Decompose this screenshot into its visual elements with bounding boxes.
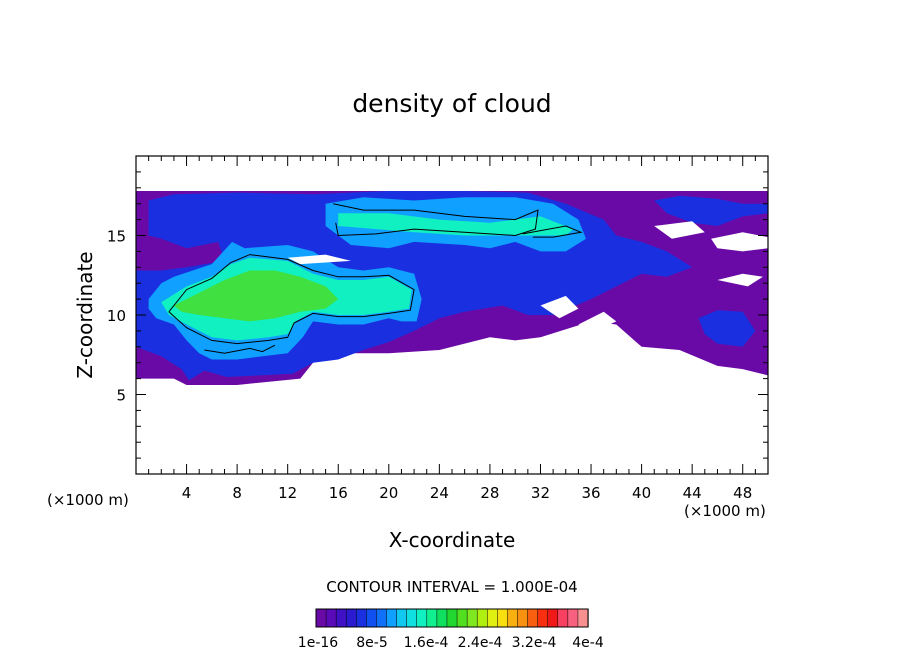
x-tick-label: 12 <box>278 484 297 502</box>
colorbar-swatch <box>426 608 438 628</box>
colorbar-swatch <box>406 608 418 628</box>
clear-gap-0 <box>287 254 351 265</box>
colorbar-tick-label: 2.4e-4 <box>458 635 503 651</box>
contour-line-1 <box>333 203 539 237</box>
y-tick-label: 10 <box>107 307 126 325</box>
contour-line-3 <box>204 344 276 354</box>
x-tick-label: 20 <box>379 484 398 502</box>
y-tick-label: 15 <box>107 228 126 246</box>
x-tick-label: 28 <box>480 484 499 502</box>
colorbar-swatch <box>446 608 458 628</box>
plot-area <box>136 191 768 385</box>
colorbar-swatch <box>345 608 357 628</box>
level-1.2e-4-region-1 <box>338 213 574 236</box>
colorbar-frame <box>315 608 589 628</box>
level-4e-5-region-2 <box>698 310 756 347</box>
colorbar-swatch <box>366 608 378 628</box>
clear-gap-1 <box>540 295 579 319</box>
colorbar-swatch <box>567 608 579 628</box>
x-tick-label: 32 <box>531 484 550 502</box>
x-axis-ticks: 4 8 12 16 20 24 28 32 36 40 44 48 <box>148 156 756 502</box>
colorbar-swatch <box>577 608 589 628</box>
contour-fill-group <box>136 191 768 385</box>
colorbar-swatch <box>507 608 519 628</box>
colorbar-swatch <box>547 608 559 628</box>
x-tick-label: 16 <box>329 484 348 502</box>
colorbar-swatch <box>517 608 529 628</box>
x-tick-label: 36 <box>581 484 600 502</box>
x-tick-label: 4 <box>182 484 192 502</box>
colorbar-swatch <box>386 608 398 628</box>
colorbar-swatch <box>315 608 327 628</box>
colorbar-tick-label: 1e-16 <box>298 635 338 651</box>
y-axis-title: Z-coordinate <box>73 251 97 378</box>
colorbar-tick-label: 8e-5 <box>356 635 387 651</box>
contour-interval-label: CONTOUR INTERVAL = 1.000E-04 <box>326 578 577 596</box>
clear-gap-5 <box>717 273 763 287</box>
x-tick-label: 8 <box>232 484 242 502</box>
colorbar-swatch <box>466 608 478 628</box>
colorbar-labels: 1e-16 8e-5 1.6e-4 2.4e-4 3.2e-4 4e-4 <box>298 635 604 651</box>
colorbar-swatch <box>325 608 337 628</box>
colorbar-swatch <box>335 608 347 628</box>
colorbar-swatch <box>376 608 388 628</box>
level-4e-5-region-1 <box>654 195 768 226</box>
contour-line-2 <box>522 225 583 238</box>
clear-gap-4 <box>711 232 768 252</box>
colorbar-swatch <box>487 608 498 628</box>
x-tick-label: 24 <box>430 484 449 502</box>
clear-gap-3 <box>654 221 705 239</box>
contour-line-group <box>168 203 583 354</box>
chart-title: density of cloud <box>352 89 551 118</box>
level-1.6e-4-region-0 <box>173 270 339 322</box>
colorbar-swatch <box>416 608 428 628</box>
y-tick-label: 5 <box>116 387 126 405</box>
x-axis-unit: (×1000 m) <box>684 502 766 520</box>
clear-region-group <box>287 221 768 331</box>
colorbar-swatch <box>396 608 408 628</box>
contour-line-0 <box>168 254 415 345</box>
colorbar-swatch <box>476 608 488 628</box>
x-tick-label: 44 <box>683 484 702 502</box>
colorbar-swatch <box>557 608 569 628</box>
colorbar-tick-label: 3.2e-4 <box>512 635 557 651</box>
colorbar-swatch <box>497 608 509 628</box>
x-tick-label: 48 <box>733 484 752 502</box>
colorbar-swatch <box>456 608 468 628</box>
colorbar <box>315 608 589 628</box>
colorbar-swatch <box>356 608 368 628</box>
x-axis-title: X-coordinate <box>389 528 516 552</box>
y-axis-ticks: 5 10 15 <box>107 171 768 459</box>
colorbar-tick-label: 4e-4 <box>572 635 604 651</box>
y-axis-unit: (×1000 m) <box>47 491 129 509</box>
colorbar-swatch <box>537 608 549 628</box>
x-tick-label: 40 <box>632 484 651 502</box>
colorbar-tick-label: 1.6e-4 <box>404 635 449 651</box>
colorbar-swatch <box>436 608 448 628</box>
colorbar-swatch <box>527 608 539 628</box>
clear-gap-2 <box>578 311 617 331</box>
